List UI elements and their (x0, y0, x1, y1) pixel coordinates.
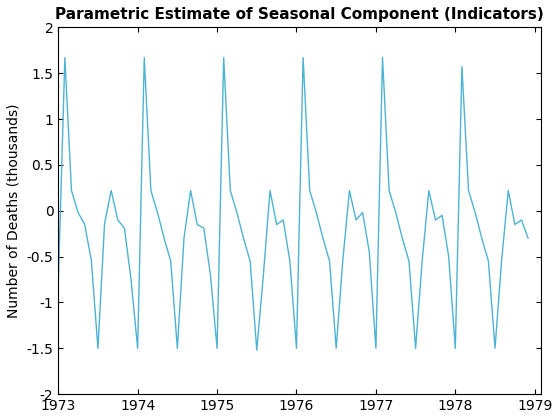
Title: Parametric Estimate of Seasonal Component (Indicators): Parametric Estimate of Seasonal Componen… (55, 7, 544, 22)
Y-axis label: Number of Deaths (thousands): Number of Deaths (thousands) (7, 103, 21, 318)
